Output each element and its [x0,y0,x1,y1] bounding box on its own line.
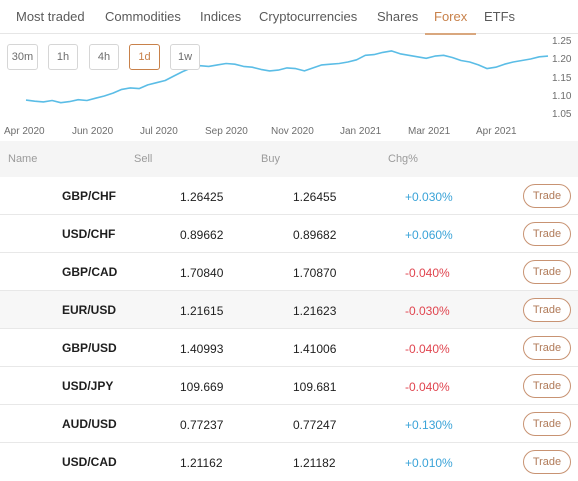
x-tick-label: Apr 2020 [4,126,45,137]
buy-price: 1.21623 [293,304,337,318]
trade-button[interactable]: Trade [523,184,571,208]
x-tick-label: Mar 2021 [408,126,451,137]
sell-price: 1.40993 [180,342,224,356]
y-tick-label: 1.15 [552,73,572,84]
instrument-name[interactable]: USD/JPY [62,379,114,393]
header-sell: Sell [134,153,153,165]
change-percent: +0.010% [405,456,453,470]
change-percent: -0.030% [405,304,450,318]
sell-price: 0.77237 [180,418,224,432]
instrument-name[interactable]: GBP/CAD [62,265,118,279]
range-1h-button[interactable]: 1h [48,44,78,70]
x-tick-label: Sep 2020 [205,126,248,137]
buy-price: 1.21182 [293,456,336,470]
table-row: USD/CAD 1.21162 1.21182 +0.010% Trade [0,443,578,481]
y-tick-label: 1.20 [552,54,572,65]
header-chg: Chg% [388,153,418,165]
y-tick-label: 1.05 [552,109,572,120]
x-tick-label: Apr 2021 [476,126,517,137]
trade-button[interactable]: Trade [523,260,571,284]
buy-price: 0.89682 [293,228,337,242]
change-percent: +0.060% [405,228,453,242]
sell-price: 1.21162 [180,456,223,470]
header-name: Name [8,153,38,165]
range-4h-button[interactable]: 4h [89,44,119,70]
range-30m-button[interactable]: 30m [7,44,38,70]
instrument-name[interactable]: EUR/USD [62,303,117,317]
trade-button[interactable]: Trade [523,374,571,398]
buy-price: 0.77247 [293,418,337,432]
y-tick-label: 1.10 [552,91,572,102]
market-tabs: Most traded Commodities Indices Cryptocu… [0,0,578,35]
instrument-name[interactable]: AUD/USD [62,417,117,431]
y-tick-label: 1.25 [552,36,572,47]
tab-cryptocurrencies[interactable]: Cryptocurrencies [259,9,358,24]
sell-price: 109.669 [180,380,224,394]
trade-button[interactable]: Trade [523,336,571,360]
instrument-name[interactable]: USD/CHF [62,227,116,241]
tab-etfs[interactable]: ETFs [484,9,516,24]
trade-button[interactable]: Trade [523,450,571,474]
table-row: USD/CHF 0.89662 0.89682 +0.060% Trade [0,215,578,253]
tab-indices[interactable]: Indices [200,9,242,24]
change-percent: -0.040% [405,342,450,356]
table-row: USD/JPY 109.669 109.681 -0.040% Trade [0,367,578,405]
trade-button[interactable]: Trade [523,298,571,322]
table-row: EUR/USD 1.21615 1.21623 -0.030% Trade [0,291,578,329]
x-tick-label: Nov 2020 [271,126,314,137]
tab-commodities[interactable]: Commodities [105,9,181,24]
sell-price: 1.70840 [180,266,224,280]
instrument-name[interactable]: GBP/CHF [62,189,116,203]
x-tick-label: Jan 2021 [340,126,382,137]
x-tick-label: Jun 2020 [72,126,114,137]
trade-button[interactable]: Trade [523,222,571,246]
series-line [25,50,549,104]
change-percent: -0.040% [405,380,450,394]
price-chart: 30m 1h 4h 1d 1w 1.25 1.20 1.15 1.10 1.05… [0,34,578,140]
header-buy: Buy [261,153,280,165]
change-percent: -0.040% [405,266,450,280]
x-tick-label: Jul 2020 [140,126,178,137]
tab-shares[interactable]: Shares [377,9,419,24]
table-row: AUD/USD 0.77237 0.77247 +0.130% Trade [0,405,578,443]
instrument-name[interactable]: USD/CAD [62,455,117,469]
range-1w-button[interactable]: 1w [170,44,200,70]
tab-most-traded[interactable]: Most traded [16,9,85,24]
table-row: GBP/CHF 1.26425 1.26455 +0.030% Trade [0,177,578,215]
table-header: Name Sell Buy Chg% [0,141,578,177]
chart-plot [25,50,549,104]
instrument-name[interactable]: GBP/USD [62,341,117,355]
sell-price: 1.26425 [180,190,224,204]
buy-price: 109.681 [293,380,337,394]
trade-button[interactable]: Trade [523,412,571,436]
buy-price: 1.41006 [293,342,337,356]
buy-price: 1.70870 [293,266,337,280]
sell-price: 0.89662 [180,228,224,242]
sell-price: 1.21615 [180,304,224,318]
tab-forex[interactable]: Forex [424,0,477,35]
range-1d-button[interactable]: 1d [129,44,160,70]
table-row: GBP/USD 1.40993 1.41006 -0.040% Trade [0,329,578,367]
buy-price: 1.26455 [293,190,337,204]
table-row: GBP/CAD 1.70840 1.70870 -0.040% Trade [0,253,578,291]
change-percent: +0.130% [405,418,453,432]
change-percent: +0.030% [405,190,453,204]
